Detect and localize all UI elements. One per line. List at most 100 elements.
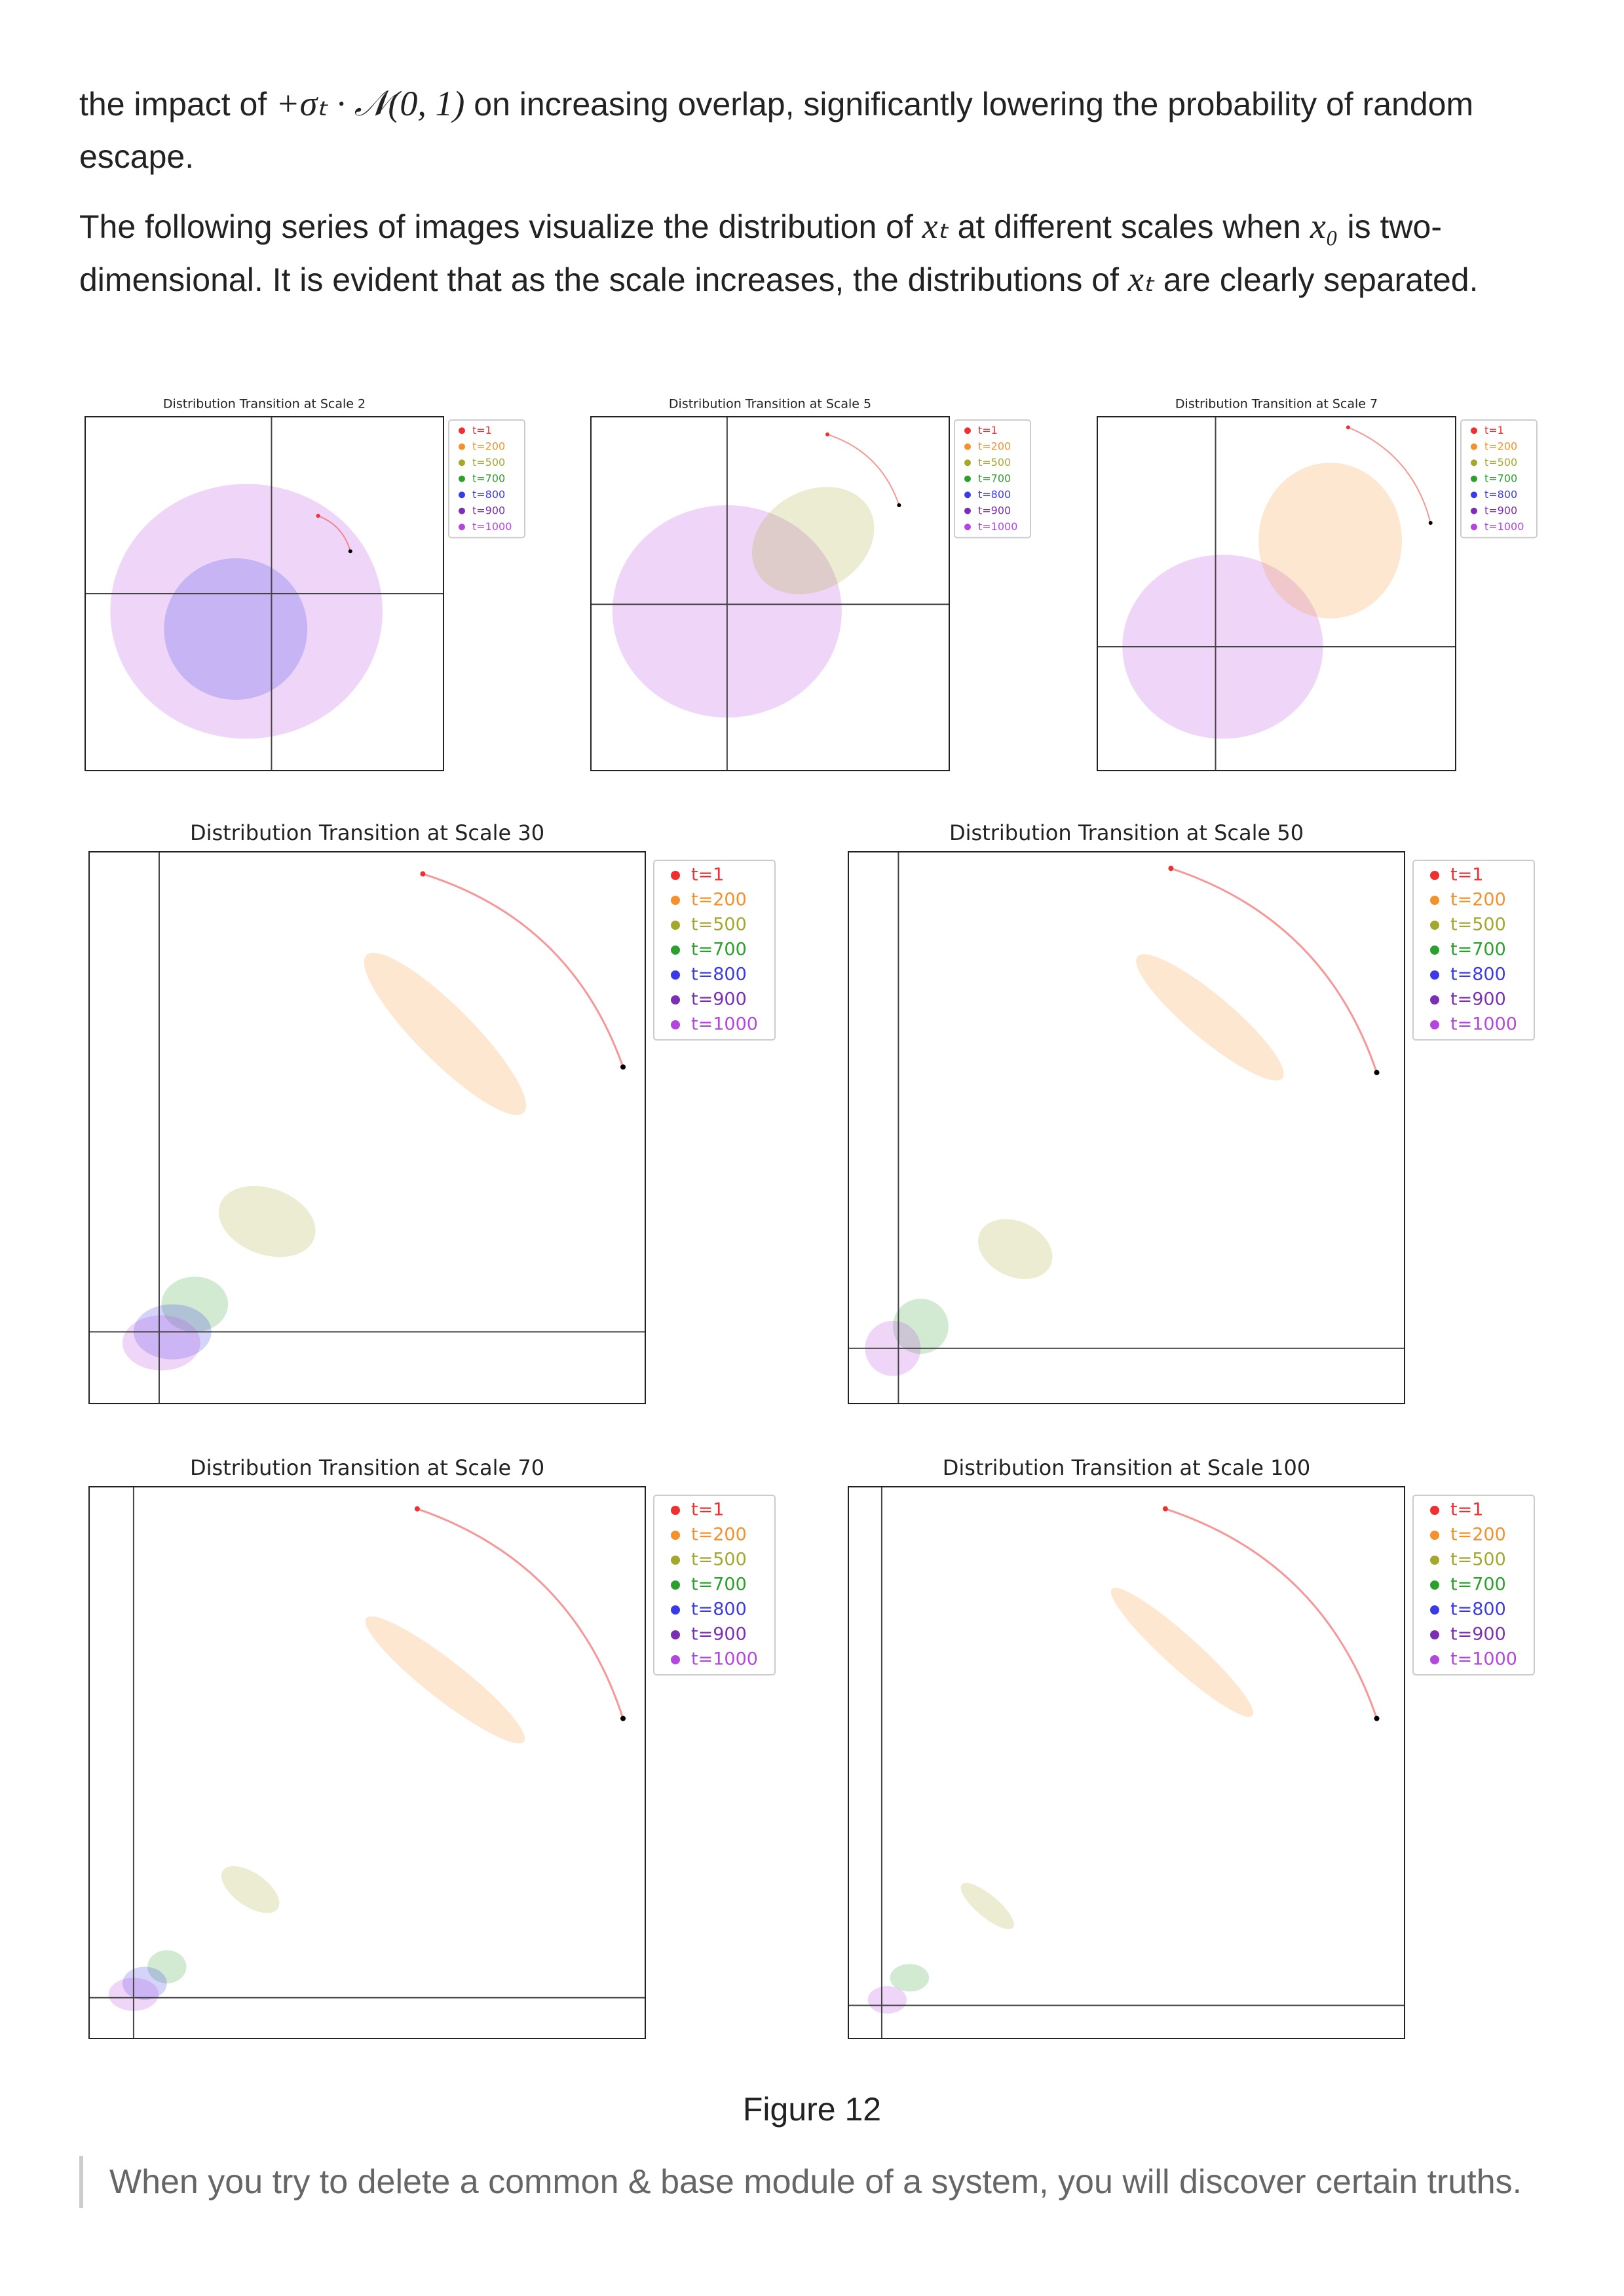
legend-marker	[671, 1556, 680, 1565]
legend-marker	[964, 507, 971, 514]
legend-label: t=500	[978, 456, 1011, 469]
plot-title: Distribution Transition at Scale 2	[163, 397, 366, 411]
scatter-plot: Distribution Transition at Scale 7 t=1 t=2…	[1097, 397, 1538, 771]
legend-label: t=500	[1484, 456, 1517, 469]
legend-marker	[1471, 475, 1477, 482]
point-cloud	[218, 1185, 316, 1257]
plot-frame	[848, 1486, 1405, 2039]
figure-caption: Figure 12	[742, 2091, 882, 2128]
legend-label: t=1000	[691, 1014, 758, 1035]
point-cloud	[977, 1219, 1053, 1279]
plot-title: Distribution Transition at Scale 70	[190, 1455, 544, 1480]
legend-marker	[1471, 524, 1477, 531]
legend: t=1 t=200 t=500 t=700 t=800 t=900 t=1000	[1412, 860, 1535, 1041]
point-cloud	[1110, 1588, 1253, 1717]
plot-title: Distribution Transition at Scale 30	[190, 820, 544, 845]
plot-title: Distribution Transition at Scale 100	[943, 1455, 1310, 1480]
plot-area	[612, 432, 901, 718]
legend-marker	[671, 1531, 680, 1540]
legend-label: t=700	[691, 1575, 747, 1595]
legend-marker	[964, 443, 971, 450]
trajectory-arc	[422, 873, 624, 1067]
plot-area	[108, 1506, 626, 2011]
scatter-plot: Distribution Transition at Scale 2 t=1 t=2…	[85, 397, 525, 771]
legend-label: t=1000	[1450, 1649, 1517, 1670]
text: at different scales when	[957, 208, 1301, 245]
legend-marker	[1430, 896, 1439, 905]
text: The following series of images visualize…	[79, 208, 913, 245]
legend-label: t=1000	[472, 520, 512, 533]
legend-label: t=900	[691, 1624, 747, 1645]
legend-marker	[671, 995, 680, 1004]
point-cloud	[365, 1616, 525, 1744]
plot-area	[1122, 425, 1433, 739]
text: the impact of	[79, 86, 267, 123]
legend-label: t=700	[472, 472, 505, 484]
end-point	[1374, 1069, 1380, 1075]
blockquote: When you try to delete a common & base m…	[79, 2156, 1522, 2208]
legend: t=1 t=200 t=500 t=700 t=800 t=900 t=1000	[653, 1495, 776, 1675]
legend-label: t=900	[978, 504, 1011, 516]
scatter-plot: Distribution Transition at Scale 30t=1t=…	[88, 820, 776, 1404]
end-point	[1428, 521, 1433, 525]
start-point	[414, 1506, 420, 1512]
legend-marker	[964, 427, 971, 434]
legend-label: t=500	[691, 915, 747, 935]
math: +σₜ · 𝒩(0, 1)	[276, 84, 465, 123]
legend-label: t=800	[691, 1599, 747, 1620]
point-cloud	[751, 487, 875, 594]
legend-label: t=900	[1484, 504, 1517, 516]
legend-label: t=900	[691, 989, 747, 1010]
point-cloud	[161, 1276, 229, 1332]
trajectory-arc	[1348, 427, 1431, 524]
legend: t=1 t=200 t=500 t=700 t=800 t=900 t=1000	[1412, 1495, 1535, 1675]
legend-marker	[459, 491, 465, 499]
legend-label: t=1000	[1450, 1014, 1517, 1035]
legend-marker	[1430, 1506, 1439, 1515]
legend: t=1 t=200 t=500 t=700 t=800 t=900 t=1000	[954, 419, 1031, 539]
legend-marker	[459, 507, 465, 514]
legend-frame	[1460, 419, 1538, 539]
legend-label: t=800	[1450, 1599, 1506, 1620]
legend-label: t=200	[978, 440, 1011, 452]
legend-label: t=1	[1484, 424, 1504, 436]
legend-label: t=1	[1450, 1500, 1483, 1520]
start-point	[1168, 866, 1174, 871]
legend-marker	[671, 1506, 680, 1515]
plot-title: Distribution Transition at Scale 5	[669, 397, 871, 411]
plot-frame	[848, 851, 1405, 1404]
legend-marker	[1430, 871, 1439, 880]
plot-area	[110, 484, 383, 739]
scatter-plot: Distribution Transition at Scale 70t=1t=…	[88, 1455, 776, 2039]
legend-marker	[1471, 427, 1477, 434]
legend-marker	[671, 1655, 680, 1664]
legend-label: t=1	[978, 424, 998, 436]
plot-area	[865, 866, 1380, 1376]
legend-marker	[1471, 459, 1477, 467]
legend-marker	[1430, 1605, 1439, 1615]
scatter-plot: Distribution Transition at Scale 50t=1t=…	[848, 820, 1535, 1404]
plot-area	[122, 871, 626, 1371]
legend-marker	[1430, 1556, 1439, 1565]
legend-marker	[459, 475, 465, 482]
math: xₜ	[922, 206, 949, 246]
legend-label: t=800	[691, 965, 747, 985]
legend-label: t=500	[1450, 915, 1506, 935]
legend-label: t=500	[691, 1550, 747, 1570]
text: on increasing overlap, significantly low…	[79, 86, 1474, 175]
legend-marker	[671, 1020, 680, 1029]
start-point	[420, 871, 426, 877]
legend-marker	[671, 970, 680, 980]
legend-marker	[1471, 443, 1477, 450]
point-cloud	[164, 558, 308, 700]
plot-frame	[1097, 416, 1456, 771]
end-point	[620, 1715, 626, 1721]
legend-marker	[1430, 1020, 1439, 1029]
legend-label: t=200	[691, 890, 747, 910]
legend-marker	[1430, 946, 1439, 955]
point-cloud	[890, 1964, 930, 1992]
legend-label: t=800	[1450, 965, 1506, 985]
legend-marker	[1430, 970, 1439, 980]
point-cloud	[122, 1315, 200, 1371]
